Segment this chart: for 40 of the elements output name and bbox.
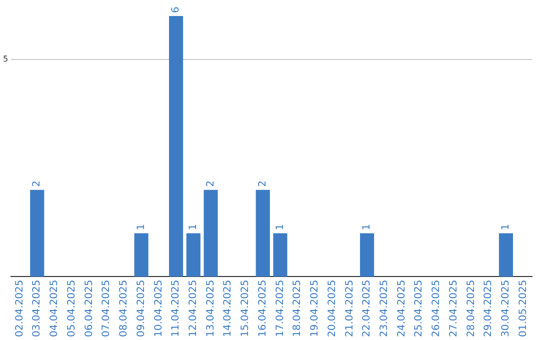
data-label: 1 xyxy=(136,224,147,230)
x-tick-label: 13.04.2025 xyxy=(205,280,216,338)
x-tick-label: 21.04.2025 xyxy=(344,280,356,338)
x-tick-label: 07.04.2025 xyxy=(101,280,112,338)
x-tick-label: 18.04.2025 xyxy=(292,280,304,338)
data-label: 2 xyxy=(205,180,216,187)
x-tick-label: 06.04.2025 xyxy=(84,280,95,338)
x-tick-label: 02.04.2025 xyxy=(14,280,26,338)
x-tick-label: 08.04.2025 xyxy=(118,280,130,338)
x-tick-label: 11.04.2025 xyxy=(170,280,182,338)
x-tick-label: 17.04.2025 xyxy=(274,280,286,338)
x-tick-label: 22.04.2025 xyxy=(362,280,373,338)
x-tick-label: 27.04.2025 xyxy=(448,280,460,338)
x-tick-label: 20.04.2025 xyxy=(326,280,338,338)
x-tick-label: 23.04.2025 xyxy=(379,280,390,338)
x-tick-label: 29.04.2025 xyxy=(483,280,494,338)
x-tick-label: 14.04.2025 xyxy=(222,280,234,338)
x-tick-label: 30.04.2025 xyxy=(500,280,512,338)
data-label: 6 xyxy=(170,6,182,13)
x-tick-label: 25.04.2025 xyxy=(414,280,425,338)
y-tick-label: 5 xyxy=(2,54,8,64)
x-tick-label: 16.04.2025 xyxy=(257,280,268,338)
x-tick-label: 01.05.2025 xyxy=(518,280,529,338)
x-tick-label: 05.04.2025 xyxy=(66,280,78,338)
data-label: 1 xyxy=(188,224,199,230)
data-label: 2 xyxy=(32,180,43,187)
data-label: 1 xyxy=(500,224,512,230)
x-tick-label: 09.04.2025 xyxy=(136,280,147,338)
x-tick-label: 26.04.2025 xyxy=(431,280,442,338)
x-tick-label: 04.04.2025 xyxy=(49,280,60,338)
x-tick-label: 19.04.2025 xyxy=(310,280,321,338)
x-tick-label: 24.04.2025 xyxy=(396,280,408,338)
x-tick-label: 03.04.2025 xyxy=(32,280,43,338)
x-tick-label: 10.04.2025 xyxy=(153,280,164,338)
data-label: 1 xyxy=(362,224,373,230)
x-tick-label: 15.04.2025 xyxy=(240,280,252,338)
x-tick-label: 12.04.2025 xyxy=(188,280,199,338)
x-tick-label: 28.04.2025 xyxy=(466,280,477,338)
data-label: 1 xyxy=(274,224,286,230)
data-label: 2 xyxy=(257,180,268,187)
